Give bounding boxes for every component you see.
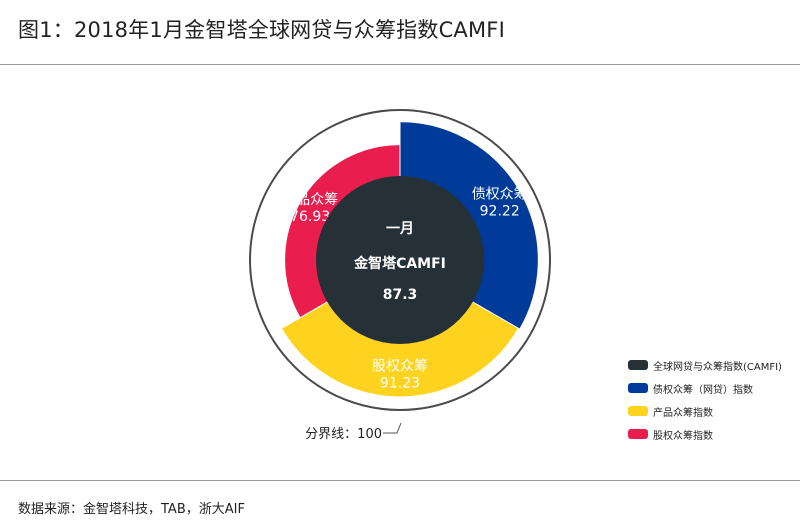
center-index-value: 87.3 bbox=[383, 287, 418, 303]
boundary-label: 分界线：100 bbox=[305, 427, 382, 442]
center-month: 一月 bbox=[386, 221, 414, 237]
boundary-ring bbox=[249, 109, 551, 411]
center-disc bbox=[316, 176, 484, 344]
legend-item-camfi: 全球网贷与众筹指数(CAMFI) bbox=[628, 358, 782, 373]
legend-item-product: 产品众筹指数 bbox=[628, 404, 782, 419]
slice-label: 股权众筹 bbox=[372, 357, 428, 374]
legend-label: 股权众筹指数 bbox=[653, 430, 713, 442]
slice-value-label: 92.22 bbox=[480, 203, 520, 219]
legend-swatch bbox=[628, 360, 648, 370]
slice-label: 债权众筹 bbox=[472, 185, 528, 202]
legend-swatch bbox=[628, 406, 648, 416]
legend-swatch bbox=[628, 383, 648, 393]
bottom-divider bbox=[0, 480, 800, 481]
legend-label: 债权众筹（网贷）指数 bbox=[653, 384, 753, 396]
legend-swatch bbox=[628, 429, 648, 439]
chart-title: 图1：2018年1月金智塔全球网贷与众筹指数CAMFI bbox=[18, 18, 505, 42]
chart-legend: 全球网贷与众筹指数(CAMFI) 债权众筹（网贷）指数 产品众筹指数 股权众筹指… bbox=[628, 358, 782, 450]
slice-value-label: 91.23 bbox=[380, 375, 420, 391]
center-index-name: 金智塔CAMFI bbox=[353, 255, 446, 272]
boundary-leader-line bbox=[383, 422, 402, 434]
legend-label: 全球网贷与众筹指数(CAMFI) bbox=[653, 361, 782, 373]
legend-item-debt: 债权众筹（网贷）指数 bbox=[628, 381, 782, 396]
slice-label: 产品众筹 bbox=[282, 191, 338, 208]
top-divider bbox=[0, 64, 800, 65]
legend-item-equity: 股权众筹指数 bbox=[628, 427, 782, 442]
legend-label: 产品众筹指数 bbox=[653, 407, 713, 419]
slice-value-label: 76.93 bbox=[290, 209, 330, 225]
data-source: 数据来源：金智塔科技，TAB，浙大AIF bbox=[18, 502, 245, 517]
